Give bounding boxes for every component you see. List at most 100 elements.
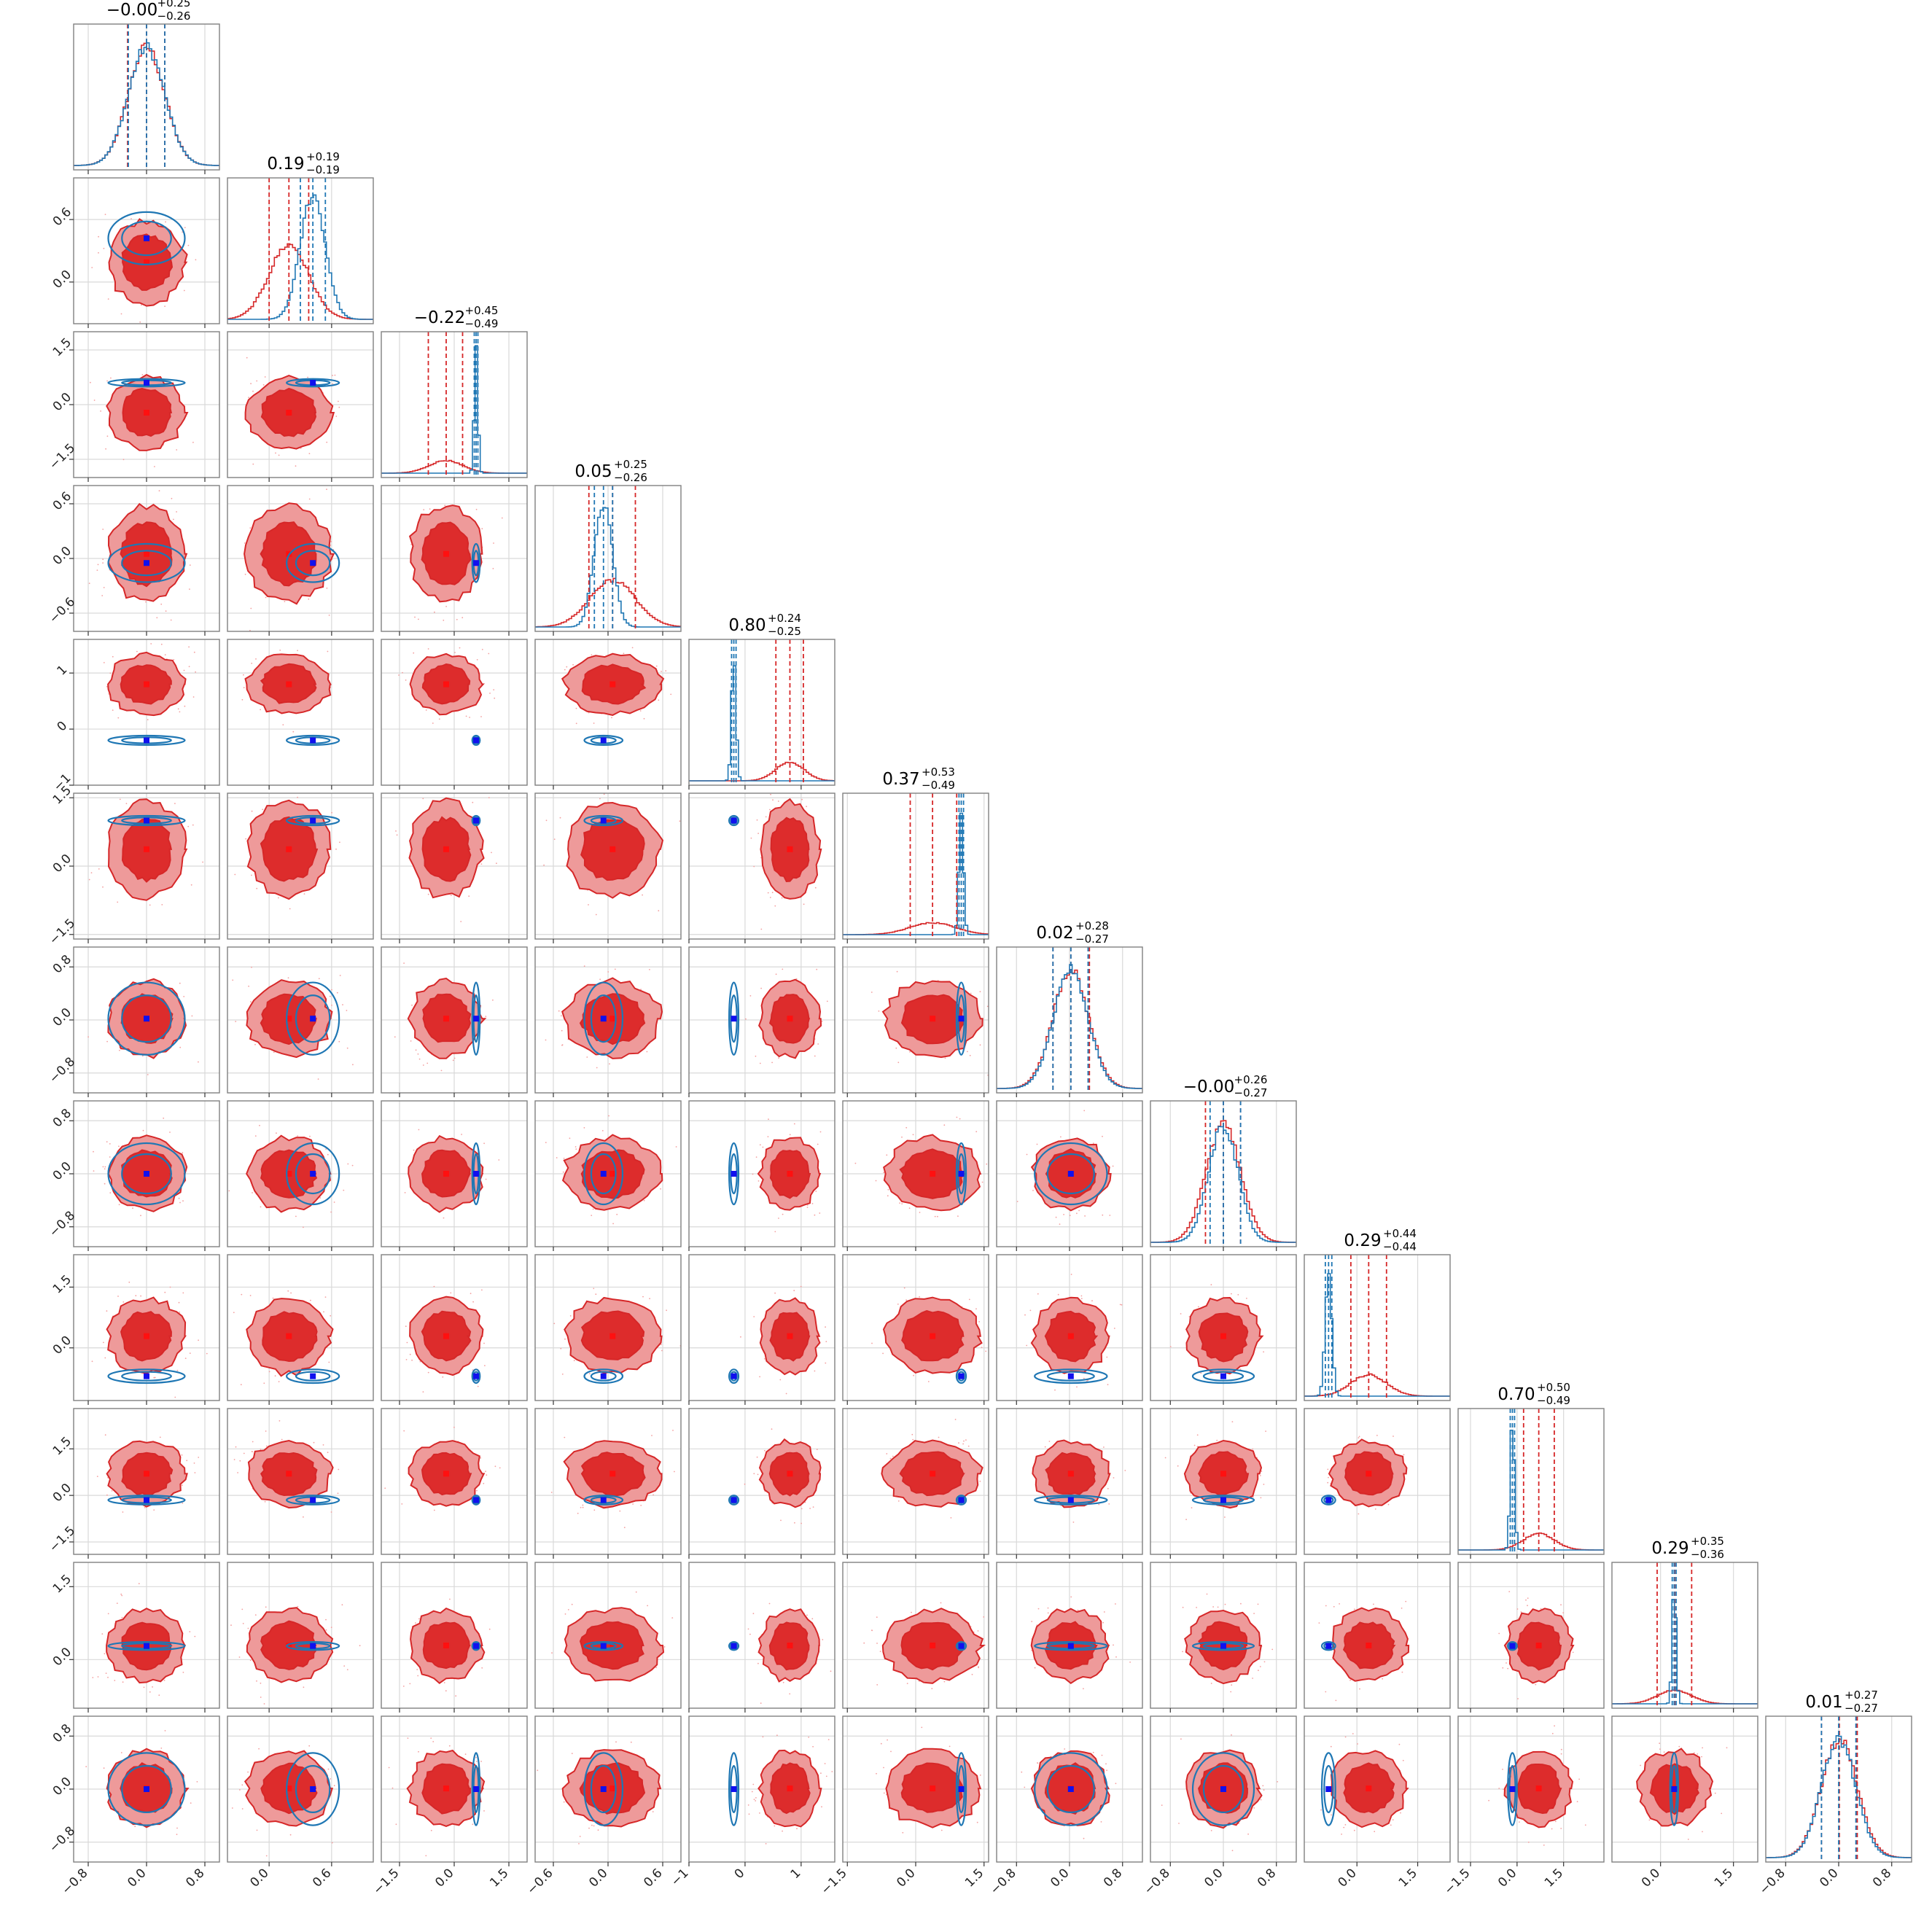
- red-marker: [609, 1785, 616, 1792]
- sample-dot: [1000, 1157, 1002, 1158]
- blue-marker: [958, 1786, 965, 1792]
- sample-dot: [182, 1200, 184, 1202]
- y-tick-label: 0.6: [50, 489, 74, 513]
- sample-dot: [1392, 1436, 1394, 1437]
- blue-contour-inner: [121, 1764, 172, 1814]
- sample-dot: [569, 1137, 571, 1140]
- sample-dot: [343, 1189, 345, 1191]
- blue-histogram: [689, 665, 835, 782]
- sample-dot: [759, 1144, 761, 1146]
- sample-dot: [1210, 1683, 1212, 1684]
- blue-contour-inner: [121, 220, 172, 257]
- sample-dot: [642, 1296, 644, 1298]
- sample-dot: [755, 1800, 757, 1801]
- x-tick-label: 0.0: [586, 1866, 610, 1890]
- sample-dot: [875, 1180, 877, 1182]
- sample-dot: [278, 897, 279, 899]
- sample-dot: [989, 1358, 991, 1359]
- sample-dot: [1231, 1293, 1232, 1295]
- sample-dot: [330, 1511, 332, 1513]
- histogram-panel-8: 0.29 +0.44−0.44: [1304, 1227, 1451, 1405]
- sample-dot: [775, 973, 777, 975]
- sample-dot: [769, 809, 771, 811]
- panel-frame: [688, 639, 835, 786]
- sample-dot: [498, 1159, 500, 1161]
- blue-contour-outer: [107, 1495, 186, 1506]
- contour-panel-7-1: [227, 1100, 374, 1251]
- sample-dot: [241, 1808, 244, 1810]
- contour-panel-7-3: [534, 1100, 682, 1251]
- contour-panel-9-8: [1304, 1408, 1451, 1559]
- y-tick-label: 0.0: [50, 1645, 74, 1669]
- sample-dot: [583, 1127, 585, 1129]
- sample-dot: [327, 1452, 329, 1454]
- contour-panel-8-3: [534, 1254, 682, 1405]
- sample-dot: [1498, 1632, 1500, 1635]
- sample-dot: [295, 465, 297, 467]
- sample-dot: [897, 1062, 900, 1064]
- sample-dot: [494, 697, 496, 699]
- x-tick-label: 0.0: [432, 1866, 456, 1890]
- sample-dot: [335, 848, 337, 850]
- blue-contour-outer: [471, 1752, 481, 1826]
- sample-dot: [1026, 1153, 1028, 1156]
- red-histogram: [689, 761, 835, 782]
- red-marker: [1366, 1471, 1372, 1477]
- blue-contour-inner: [295, 994, 331, 1043]
- blue-contour-outer: [286, 981, 340, 1056]
- sample-dot: [193, 1462, 195, 1464]
- sample-dot: [774, 905, 776, 907]
- sample-dot: [975, 1308, 977, 1310]
- blue-marker: [310, 1643, 316, 1649]
- sample-dot: [278, 454, 280, 456]
- sample-dot: [179, 711, 181, 713]
- contour-panel-8-5: [842, 1254, 991, 1405]
- sample-dot: [1031, 1621, 1033, 1623]
- sample-dot: [182, 231, 184, 233]
- sample-dot: [943, 1680, 946, 1683]
- sample-dot: [169, 1131, 171, 1133]
- sample-dot: [595, 914, 597, 916]
- sample-dot: [164, 1730, 166, 1732]
- y-tick-label: 0.8: [50, 1721, 74, 1745]
- sample-dot: [806, 1614, 808, 1616]
- sample-dot: [1374, 1508, 1376, 1510]
- contour-panel-11-3: −0.6 0.0 0.6: [524, 1715, 682, 1898]
- sample-dot: [919, 1212, 921, 1213]
- histogram-panel-4: 0.80 +0.24−0.25: [688, 612, 835, 790]
- sample-dot: [1016, 1201, 1018, 1202]
- sample-dot: [405, 679, 407, 681]
- sample-dot: [184, 227, 186, 228]
- sample-dot: [586, 1056, 588, 1058]
- contour-panel-9-0: −1.50.01.5: [47, 1408, 220, 1559]
- sample-dot: [147, 1074, 149, 1075]
- sample-dot: [235, 1446, 237, 1448]
- sample-dot: [322, 1444, 324, 1446]
- panel-title-minus: −0.26: [157, 9, 191, 23]
- blue-marker: [600, 1373, 607, 1379]
- blue-contour-inner: [295, 1371, 331, 1382]
- sample-dot: [822, 1639, 824, 1640]
- sample-dot: [880, 1742, 882, 1745]
- sample-dot: [491, 852, 492, 854]
- sample-dot: [149, 1691, 151, 1693]
- sample-dot: [163, 1679, 165, 1681]
- sample-dot: [569, 1315, 572, 1317]
- sample-dot: [975, 1131, 978, 1133]
- sample-dot: [808, 1737, 810, 1738]
- panel-frame: [227, 1562, 374, 1709]
- sample-dot: [1252, 1496, 1254, 1498]
- sample-dot: [103, 247, 105, 249]
- sample-dot: [90, 872, 93, 873]
- sample-dot: [106, 1040, 109, 1043]
- sample-dot: [1106, 1356, 1108, 1358]
- red-marker: [609, 681, 616, 688]
- sample-dot: [1507, 1667, 1509, 1670]
- sample-dot: [104, 214, 106, 215]
- sample-dot: [1259, 1666, 1261, 1667]
- sample-dot: [164, 1291, 166, 1293]
- contour-panel-5-0: −1.50.01.5: [47, 783, 220, 948]
- sample-dot: [260, 1206, 262, 1208]
- sample-dot: [196, 1781, 198, 1783]
- red-marker: [443, 1643, 449, 1648]
